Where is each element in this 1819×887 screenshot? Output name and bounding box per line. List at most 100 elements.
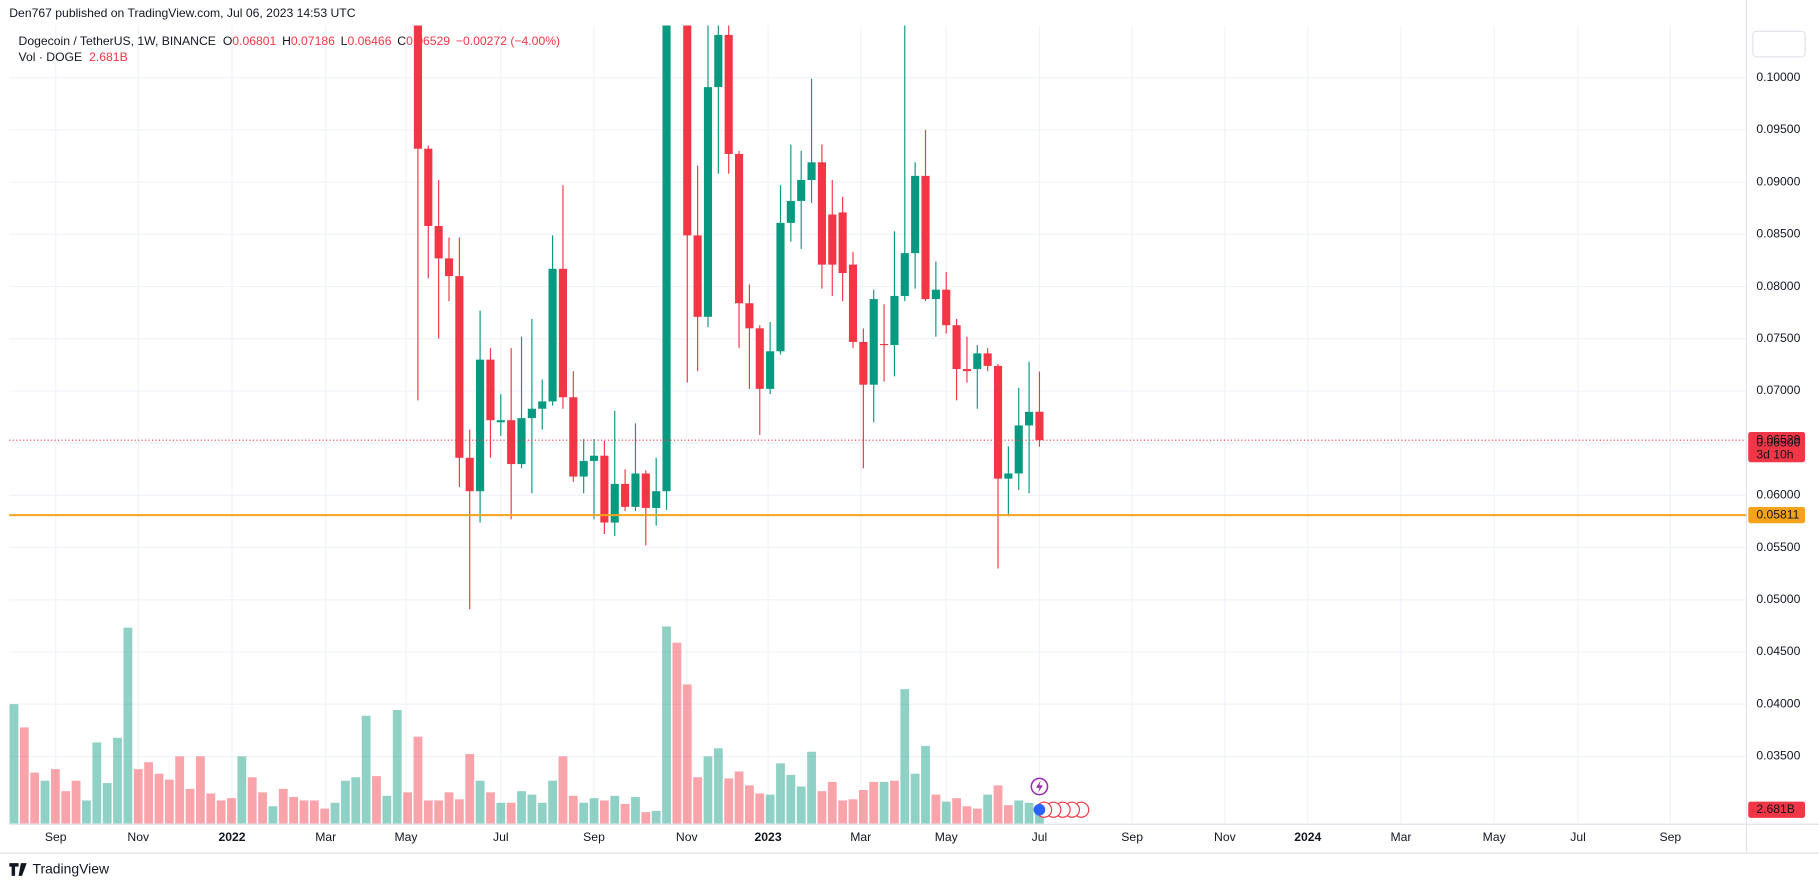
change-value: −0.00272 (−4.00%) — [456, 34, 560, 48]
candle-body — [413, 25, 422, 149]
x-tick-label: Sep — [45, 830, 67, 844]
volume-bar — [962, 806, 972, 824]
x-tick-label: Nov — [1214, 830, 1237, 844]
candle-body — [797, 180, 806, 201]
volume-bar — [589, 798, 599, 824]
candle-body — [662, 25, 671, 492]
y-tick-label: 0.05500 — [1756, 540, 1800, 554]
event-icons — [1030, 777, 1090, 818]
candle-body — [838, 212, 847, 273]
candle-body — [807, 162, 816, 181]
volume-bar — [599, 800, 609, 824]
volume-bar — [71, 780, 81, 824]
volume-bar — [972, 808, 982, 824]
volume-bar — [765, 794, 775, 824]
x-tick-label: 2023 — [755, 830, 782, 844]
candle-body — [900, 253, 909, 296]
x-tick-label: Jul — [1570, 830, 1586, 844]
candle-body — [517, 418, 526, 465]
volume-bar — [631, 796, 640, 824]
volume-bar — [807, 751, 816, 824]
volume-bar — [537, 802, 547, 824]
ohlc-value: 0.06466 — [347, 34, 391, 48]
candle-body — [444, 258, 454, 277]
candle-body — [1004, 473, 1013, 479]
candle-body — [766, 351, 775, 389]
volume-bar — [693, 777, 703, 824]
settings-box[interactable] — [1752, 30, 1806, 58]
volume-bar — [361, 715, 371, 824]
volume-bar — [30, 772, 40, 824]
candle-body — [786, 200, 795, 223]
candle-body — [548, 268, 557, 402]
volume-bar — [454, 799, 464, 824]
volume-bar — [941, 801, 951, 824]
lightning-icon — [1035, 780, 1043, 793]
volume-bar — [869, 781, 879, 824]
flag-icon[interactable] — [1033, 803, 1046, 816]
volume-bar — [817, 791, 827, 824]
candle-body — [734, 153, 744, 304]
volume-bar — [879, 781, 889, 824]
candle-body — [703, 87, 713, 317]
volume-bar — [50, 769, 60, 824]
ohlc-letter: O — [223, 34, 232, 48]
volume-bar — [341, 780, 350, 824]
volume-bar — [113, 737, 122, 824]
volume-bar — [299, 800, 309, 824]
y-tick-label: 0.07500 — [1756, 331, 1800, 345]
candle-body — [983, 353, 992, 366]
volume-bar — [144, 762, 154, 824]
volume-bar — [289, 796, 299, 824]
candle-body — [714, 34, 723, 88]
candle-body — [558, 268, 568, 398]
grid — [9, 25, 1746, 824]
candle-body — [859, 341, 868, 385]
candle-body — [579, 460, 588, 477]
volume-bar — [195, 756, 205, 824]
candle-body — [641, 473, 650, 508]
volume-bar — [382, 795, 392, 824]
volume-bar — [1035, 809, 1044, 824]
ohlc-value: 0.07186 — [291, 34, 335, 48]
volume-bar — [19, 727, 29, 824]
volume-bar — [403, 792, 412, 824]
volume-bar — [517, 791, 526, 824]
volume-bar — [392, 709, 402, 824]
x-tick-label: Mar — [850, 830, 871, 844]
candle-body — [527, 408, 536, 419]
volume-bar — [423, 800, 433, 824]
level-label-box — [1748, 506, 1806, 524]
volume-bar — [703, 756, 713, 824]
candle-body — [1025, 411, 1034, 426]
y-tick-label: 0.04000 — [1756, 696, 1800, 710]
ohlc-letter: H — [282, 34, 291, 48]
volume-bar — [993, 785, 1003, 824]
tradingview-logo — [9, 863, 27, 876]
volume-bar — [776, 763, 785, 824]
candle-body — [817, 162, 826, 265]
volume-bar — [827, 781, 837, 824]
y-tick-label: 0.07000 — [1756, 383, 1800, 397]
volume-bar — [475, 780, 485, 824]
volume-bar — [983, 794, 993, 824]
candle-body — [693, 235, 702, 317]
volume-bar — [413, 736, 423, 824]
volume-bar — [309, 800, 319, 824]
volume-bar — [92, 742, 102, 824]
volume-bar — [237, 756, 247, 824]
volume-bar — [434, 800, 444, 824]
volume-bar — [123, 627, 133, 824]
volume-bar — [1024, 802, 1034, 824]
volume-bar — [372, 776, 381, 824]
footer-brand: TradingView — [32, 861, 109, 877]
candle-body — [486, 359, 495, 421]
candle-body — [1035, 411, 1044, 441]
volume-bar — [486, 792, 495, 824]
candle-body — [652, 491, 661, 508]
y-tick-label: 0.06000 — [1756, 488, 1800, 502]
candle-body — [465, 457, 474, 492]
volume-bar — [682, 684, 692, 824]
volume-bar — [755, 793, 765, 824]
